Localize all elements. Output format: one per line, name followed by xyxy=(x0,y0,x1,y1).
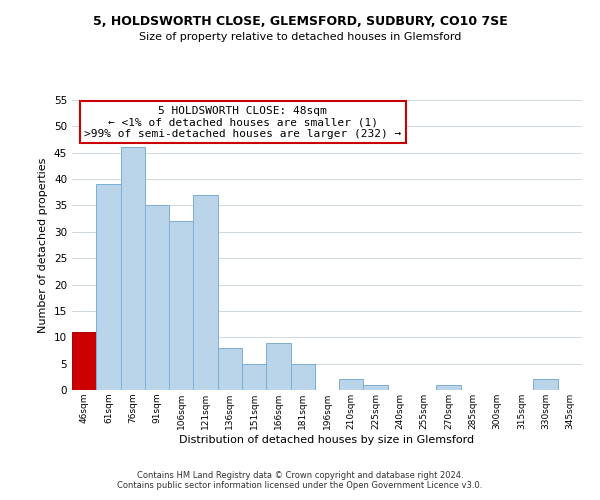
Bar xyxy=(364,384,388,390)
Bar xyxy=(242,364,266,390)
Bar xyxy=(193,195,218,390)
Bar xyxy=(339,380,364,390)
Bar xyxy=(436,384,461,390)
Bar xyxy=(218,348,242,390)
Bar xyxy=(290,364,315,390)
Text: 5 HOLDSWORTH CLOSE: 48sqm
← <1% of detached houses are smaller (1)
>99% of semi-: 5 HOLDSWORTH CLOSE: 48sqm ← <1% of detac… xyxy=(84,106,401,139)
Bar xyxy=(145,206,169,390)
Bar xyxy=(533,380,558,390)
Bar xyxy=(96,184,121,390)
Bar xyxy=(121,148,145,390)
X-axis label: Distribution of detached houses by size in Glemsford: Distribution of detached houses by size … xyxy=(179,434,475,444)
Text: Size of property relative to detached houses in Glemsford: Size of property relative to detached ho… xyxy=(139,32,461,42)
Text: Contains HM Land Registry data © Crown copyright and database right 2024.
Contai: Contains HM Land Registry data © Crown c… xyxy=(118,470,482,490)
Bar xyxy=(266,342,290,390)
Bar xyxy=(169,222,193,390)
Y-axis label: Number of detached properties: Number of detached properties xyxy=(38,158,49,332)
Bar xyxy=(72,332,96,390)
Text: 5, HOLDSWORTH CLOSE, GLEMSFORD, SUDBURY, CO10 7SE: 5, HOLDSWORTH CLOSE, GLEMSFORD, SUDBURY,… xyxy=(92,15,508,28)
